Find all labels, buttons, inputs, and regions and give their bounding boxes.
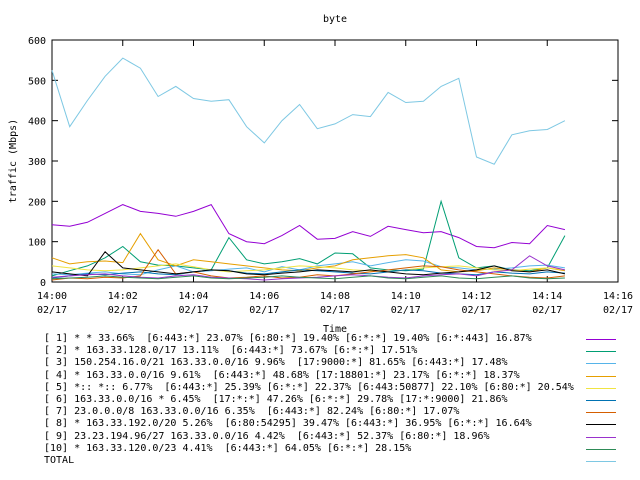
x-tick-label-date: 02/17 [37, 305, 67, 316]
y-tick-label: 200 [28, 197, 46, 208]
x-tick-label-date: 02/17 [391, 305, 421, 316]
series-line-10 [51, 275, 565, 280]
x-axis: 14:00 02/17 14:02 02/17 14:04 02/17 14:06 02/17… [37, 40, 633, 316]
y-axis-label: traffic (Mbps) [8, 119, 19, 203]
y-tick-label: 600 [28, 36, 46, 47]
x-axis-label: Time [323, 324, 347, 335]
series-layer [51, 57, 566, 281]
x-tick-label-date: 02/17 [532, 305, 562, 316]
x-tick-label-date: 02/17 [320, 305, 350, 316]
series-line-6 [51, 269, 565, 279]
x-tick-label-time: 14:02 [108, 291, 138, 302]
x-tick-label-time: 14:06 [249, 291, 279, 302]
series-line-2 [51, 199, 566, 277]
y-tick-label: 300 [28, 157, 46, 168]
x-tick-label-date: 02/17 [178, 305, 208, 316]
chart-title: byte [323, 14, 347, 25]
x-tick-label-date: 02/17 [603, 305, 633, 316]
series-line-5 [51, 263, 565, 273]
series-line-1 [51, 203, 566, 249]
x-tick-label-time: 14:16 [603, 291, 633, 302]
x-tick-label-time: 14:04 [178, 291, 208, 302]
x-tick-label-date: 02/17 [249, 305, 279, 316]
plot-frame [51, 39, 619, 283]
series-line-8 [51, 251, 566, 277]
x-tick-label-time: 14:08 [320, 291, 350, 302]
y-tick-label: 400 [28, 117, 46, 128]
series-line-4 [51, 232, 565, 273]
x-tick-label-time: 14:10 [391, 291, 421, 302]
x-tick-label-date: 02/17 [461, 305, 491, 316]
series-line-7 [51, 248, 565, 281]
y-tick-label: 100 [28, 238, 46, 249]
x-tick-label-time: 14:14 [532, 291, 562, 302]
x-tick-label-time: 14:00 [37, 291, 67, 302]
series-line-11 [51, 57, 566, 165]
y-tick-label: 500 [28, 76, 46, 87]
y-tick-label: 0 [40, 278, 46, 289]
y-axis: 0 100 200 300 400 500 600 [28, 36, 618, 289]
x-tick-label-time: 14:12 [461, 291, 491, 302]
x-tick-label-date: 02/17 [108, 305, 138, 316]
